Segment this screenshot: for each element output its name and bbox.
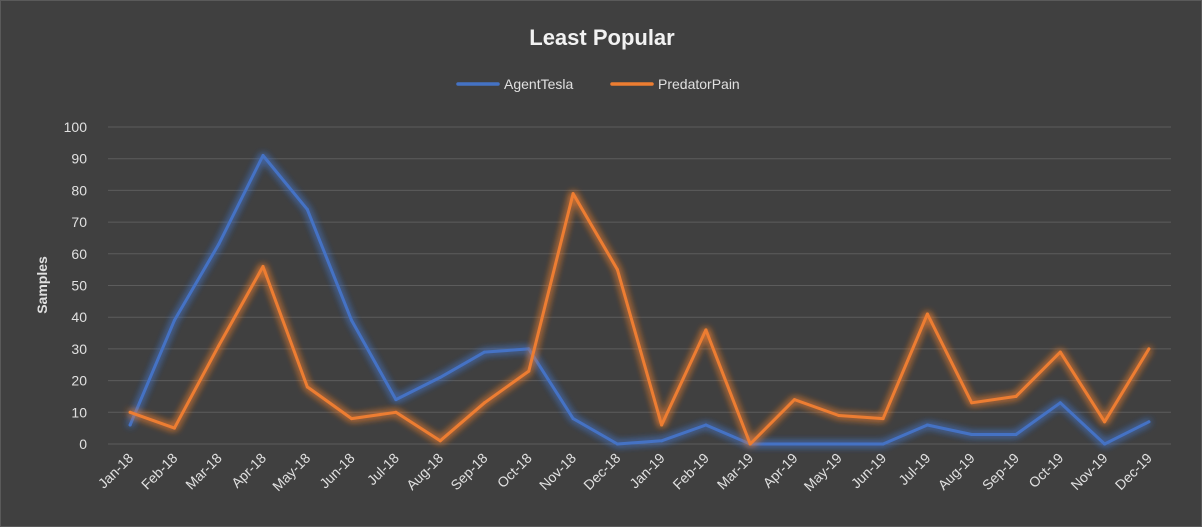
data-point-predatorpain <box>482 401 486 405</box>
y-tick-label: 20 <box>71 373 87 389</box>
data-point-predatorpain <box>261 264 265 268</box>
data-point-predatorpain <box>1103 420 1107 424</box>
x-tick-label: May-18 <box>269 450 313 494</box>
x-tick-label: Sep-18 <box>447 450 490 493</box>
data-point-predatorpain <box>748 442 752 446</box>
data-point-predatorpain <box>350 417 354 421</box>
y-tick-label: 90 <box>71 151 87 167</box>
data-point-agenttesla <box>660 439 664 443</box>
x-tick-label: Sep-19 <box>979 450 1022 493</box>
x-tick-label: Mar-19 <box>714 450 757 493</box>
data-point-agenttesla <box>1103 442 1107 446</box>
x-tick-label: Nov-19 <box>1067 450 1110 493</box>
data-point-agenttesla <box>1058 401 1062 405</box>
x-tick-label: Nov-18 <box>536 450 579 493</box>
data-point-predatorpain <box>837 413 841 417</box>
y-tick-label: 60 <box>71 246 87 262</box>
x-tick-label: Oct-19 <box>1025 450 1066 491</box>
data-point-agenttesla <box>305 207 309 211</box>
data-point-agenttesla <box>128 423 132 427</box>
y-tick-label: 40 <box>71 309 87 325</box>
y-axis-ticks: 0 10 20 30 40 50 60 70 80 90 100 <box>64 119 88 452</box>
data-point-agenttesla <box>970 432 974 436</box>
data-point-agenttesla <box>261 154 265 158</box>
y-tick-label: 80 <box>71 182 87 198</box>
data-point-predatorpain <box>925 312 929 316</box>
x-tick-label: Dec-18 <box>580 450 623 493</box>
data-point-predatorpain <box>970 401 974 405</box>
data-point-agenttesla <box>217 242 221 246</box>
chart-title: Least Popular <box>529 25 675 50</box>
data-point-agenttesla <box>925 423 929 427</box>
x-tick-label: Dec-19 <box>1112 450 1155 493</box>
data-point-predatorpain <box>217 344 221 348</box>
series-line-predatorpain <box>128 192 1151 446</box>
x-tick-label: Jun-19 <box>848 450 890 492</box>
data-point-predatorpain <box>793 398 797 402</box>
data-point-predatorpain <box>615 268 619 272</box>
data-point-agenttesla <box>615 442 619 446</box>
data-point-predatorpain <box>394 410 398 414</box>
series-lines <box>128 154 1151 446</box>
data-point-agenttesla <box>837 442 841 446</box>
data-point-predatorpain <box>438 439 442 443</box>
data-point-predatorpain <box>527 369 531 373</box>
data-point-agenttesla <box>527 347 531 351</box>
x-tick-label: Jan-18 <box>95 450 137 492</box>
data-point-predatorpain <box>1058 350 1062 354</box>
x-axis-ticks: Jan-18 Feb-18 Mar-18 Apr-18 May-18 Jun-18 Jul-… <box>95 450 1155 494</box>
y-tick-label: 0 <box>79 436 87 452</box>
y-tick-label: 10 <box>71 404 87 420</box>
x-tick-label: Feb-18 <box>138 450 181 493</box>
data-point-predatorpain <box>571 192 575 196</box>
y-tick-label: 30 <box>71 341 87 357</box>
legend-label-agenttesla: AgentTesla <box>504 76 573 92</box>
data-point-predatorpain <box>128 410 132 414</box>
data-point-agenttesla <box>350 318 354 322</box>
chart-legend: AgentTesla PredatorPain <box>456 76 740 92</box>
data-point-predatorpain <box>660 423 664 427</box>
y-axis-label: Samples <box>34 256 50 314</box>
data-point-agenttesla <box>793 442 797 446</box>
x-tick-label: Feb-19 <box>669 450 712 493</box>
series-line-agenttesla <box>128 154 1151 446</box>
x-tick-label: Aug-19 <box>935 450 978 493</box>
x-tick-label: May-19 <box>801 450 845 494</box>
data-point-predatorpain <box>1147 347 1151 351</box>
data-point-agenttesla <box>482 350 486 354</box>
data-point-agenttesla <box>571 417 575 421</box>
y-tick-label: 100 <box>64 119 88 135</box>
legend-label-predatorpain: PredatorPain <box>658 76 740 92</box>
x-tick-label: Apr-18 <box>228 450 269 491</box>
x-tick-label: Jan-19 <box>626 450 668 492</box>
data-point-predatorpain <box>172 426 176 430</box>
y-tick-label: 70 <box>71 214 87 230</box>
x-tick-label: Jul-19 <box>895 450 933 488</box>
x-tick-label: Jul-18 <box>364 450 402 488</box>
data-point-agenttesla <box>881 442 885 446</box>
x-tick-label: Oct-18 <box>494 450 535 491</box>
data-point-agenttesla <box>704 423 708 427</box>
data-point-predatorpain <box>881 417 885 421</box>
data-point-agenttesla <box>438 375 442 379</box>
data-point-predatorpain <box>704 328 708 332</box>
data-point-agenttesla <box>172 318 176 322</box>
data-point-agenttesla <box>1014 432 1018 436</box>
data-point-predatorpain <box>305 385 309 389</box>
x-tick-label: Mar-18 <box>182 450 225 493</box>
x-tick-label: Jun-18 <box>316 450 358 492</box>
data-point-agenttesla <box>1147 420 1151 424</box>
data-point-predatorpain <box>1014 394 1018 398</box>
data-point-agenttesla <box>394 398 398 402</box>
x-tick-label: Aug-18 <box>403 450 446 493</box>
x-tick-label: Apr-19 <box>760 450 801 491</box>
y-tick-label: 50 <box>71 278 87 294</box>
